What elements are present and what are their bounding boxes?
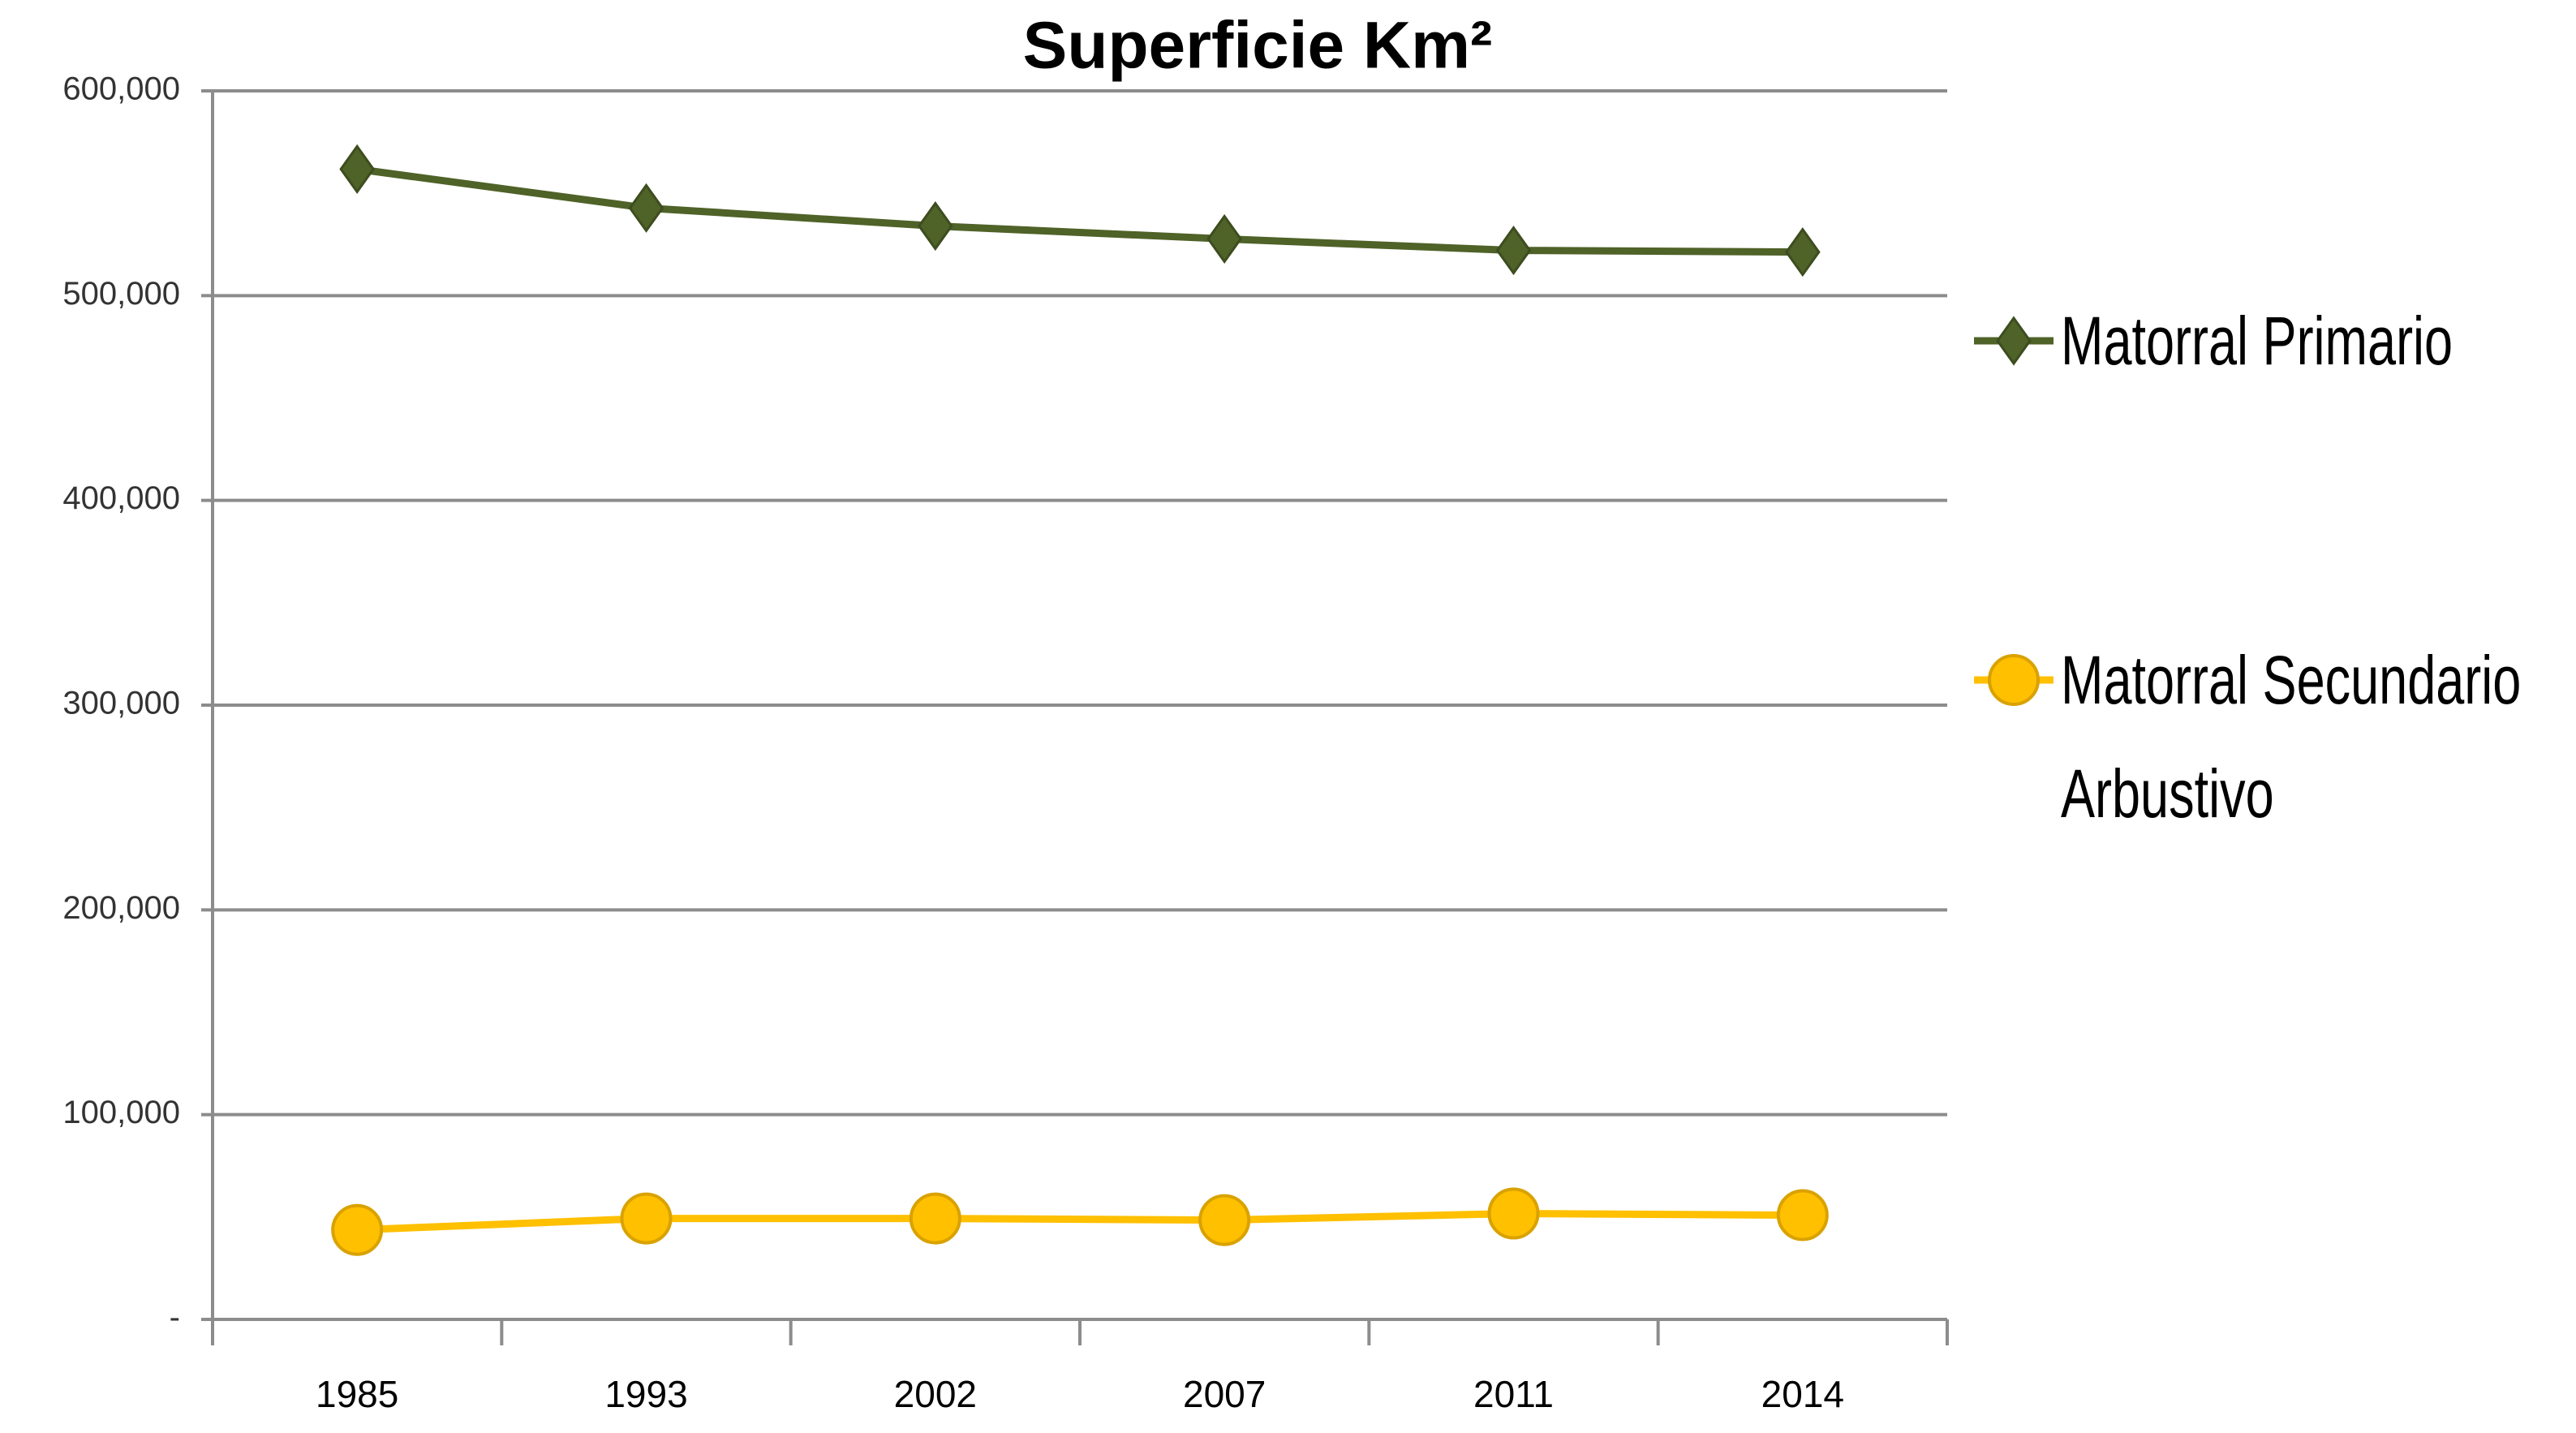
data-point <box>339 144 376 194</box>
y-tick-label: 200,000 <box>62 890 180 926</box>
x-tick-label: 1993 <box>604 1373 687 1415</box>
x-tick-label: 2014 <box>1761 1373 1844 1415</box>
y-tick-label: - <box>170 1300 180 1336</box>
legend-marker <box>1988 654 2040 706</box>
x-tick-label: 1985 <box>316 1373 398 1415</box>
y-tick-label: 600,000 <box>62 71 180 107</box>
y-tick-label: 100,000 <box>62 1095 180 1130</box>
y-tick-label: 400,000 <box>62 480 180 516</box>
legend-label: Matorral Primario <box>2061 303 2453 379</box>
data-point <box>620 1192 673 1245</box>
data-point <box>331 1203 384 1256</box>
data-point <box>1784 227 1821 278</box>
data-point <box>909 1192 961 1245</box>
data-point <box>1206 213 1243 265</box>
data-point <box>1776 1189 1829 1242</box>
chart-title: Superficie Km² <box>1023 9 1493 83</box>
y-tick-label: 500,000 <box>62 276 180 312</box>
x-tick-label: 2002 <box>894 1373 977 1415</box>
x-tick-label: 2011 <box>1473 1373 1554 1415</box>
y-tick-label: 300,000 <box>62 686 180 721</box>
series-line <box>356 1210 1803 1234</box>
data-point <box>1487 1187 1540 1240</box>
legend-label: Matorral Secundario Arbustivo <box>2061 642 2522 832</box>
data-point <box>628 183 664 233</box>
data-point <box>917 200 953 252</box>
legend-marker <box>1996 316 2032 366</box>
series-line <box>356 165 1803 256</box>
data-point <box>1198 1194 1251 1246</box>
x-tick-label: 2007 <box>1183 1373 1266 1415</box>
data-point <box>1495 225 1532 276</box>
